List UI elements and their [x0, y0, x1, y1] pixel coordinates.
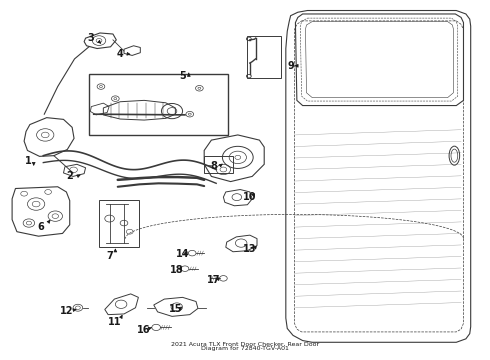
- Bar: [247, 36, 281, 78]
- Text: 5: 5: [179, 71, 186, 81]
- Text: 10: 10: [243, 192, 257, 202]
- Text: 2021 Acura TLX Front Door Checker, Rear Door: 2021 Acura TLX Front Door Checker, Rear …: [171, 342, 319, 347]
- Text: 9: 9: [287, 61, 294, 71]
- Text: 3: 3: [87, 33, 94, 43]
- Text: 7: 7: [106, 251, 113, 261]
- Text: 8: 8: [210, 161, 217, 171]
- Text: 2: 2: [66, 171, 73, 181]
- Bar: [204, 156, 233, 173]
- Text: 15: 15: [169, 305, 182, 314]
- Text: 6: 6: [38, 221, 44, 231]
- Text: 17: 17: [207, 275, 220, 285]
- Text: 12: 12: [60, 306, 73, 316]
- Bar: [89, 75, 228, 135]
- Text: 16: 16: [136, 324, 150, 334]
- Bar: [98, 199, 139, 247]
- Text: 11: 11: [108, 316, 121, 327]
- Text: 14: 14: [176, 249, 189, 259]
- Text: 13: 13: [243, 244, 257, 254]
- Text: 4: 4: [117, 49, 123, 59]
- Text: Diagram for 72840-TGV-A01: Diagram for 72840-TGV-A01: [201, 346, 289, 351]
- Text: 1: 1: [24, 156, 31, 166]
- Text: 18: 18: [170, 265, 183, 275]
